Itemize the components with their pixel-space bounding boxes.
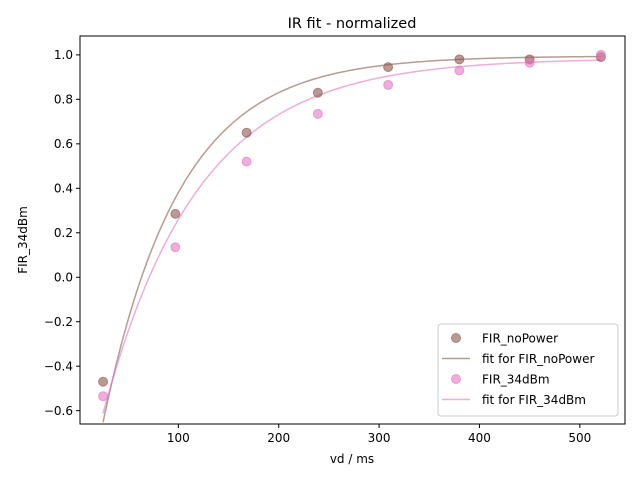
data-point-s0-0 <box>98 376 109 387</box>
legend-marker-0 <box>451 333 461 343</box>
data-point-s2-0 <box>98 391 109 402</box>
data-point-s2-1 <box>170 242 181 253</box>
data-point-s2-4 <box>383 79 394 90</box>
y-tick-label-7: 0.8 <box>54 93 73 107</box>
y-tick-label-8: 1.0 <box>54 48 73 62</box>
data-point-s2-2 <box>241 156 252 167</box>
x-axis-label: vd / ms <box>330 452 374 466</box>
data-point-s2-6 <box>524 57 535 68</box>
axes: 100 200 300 400 500 −0.6 −0.4 −0.2 0.0 0.2 0.4 0.6 0… <box>44 35 626 445</box>
legend-label-1: fit for FIR_noPower <box>482 352 594 366</box>
data-point-s0-4 <box>383 62 394 73</box>
x-tick-label-0: 100 <box>167 431 190 445</box>
y-tick-label-2: −0.2 <box>44 315 73 329</box>
chart-title: IR fit - normalized <box>288 16 417 32</box>
x-tick-label-3: 400 <box>468 431 491 445</box>
legend-box <box>437 323 619 417</box>
fit-line-1 <box>102 55 601 423</box>
y-tick-label-3: 0.0 <box>54 271 73 285</box>
data-point-s2-5 <box>454 65 465 76</box>
legend-label-2: FIR_34dBm <box>482 372 550 386</box>
plot-frame <box>79 35 626 425</box>
y-tick-label-4: 0.2 <box>54 226 73 240</box>
y-axis-label: FIR_34dBm <box>16 206 30 274</box>
plot-area <box>98 49 606 423</box>
y-tick-label-0: −0.6 <box>44 404 73 418</box>
data-point-s0-2 <box>241 127 252 138</box>
y-tick-label-5: 0.4 <box>54 182 73 196</box>
x-tick-label-4: 500 <box>568 431 591 445</box>
y-tick-label-1: −0.4 <box>44 359 73 373</box>
legend-label-3: fit for FIR_34dBm <box>482 393 586 407</box>
legend-marker-2 <box>451 374 461 384</box>
data-point-s0-3 <box>312 87 323 98</box>
data-point-s0-5 <box>454 54 465 65</box>
x-tick-label-1: 200 <box>267 431 290 445</box>
y-tick-label-6: 0.6 <box>54 137 73 151</box>
fit-line-3 <box>102 59 601 414</box>
x-tick-label-2: 300 <box>368 431 391 445</box>
data-point-s2-3 <box>312 108 323 119</box>
data-point-s0-1 <box>170 208 181 219</box>
data-point-s2-7 <box>595 49 606 60</box>
legend-label-0: FIR_noPower <box>482 331 558 345</box>
